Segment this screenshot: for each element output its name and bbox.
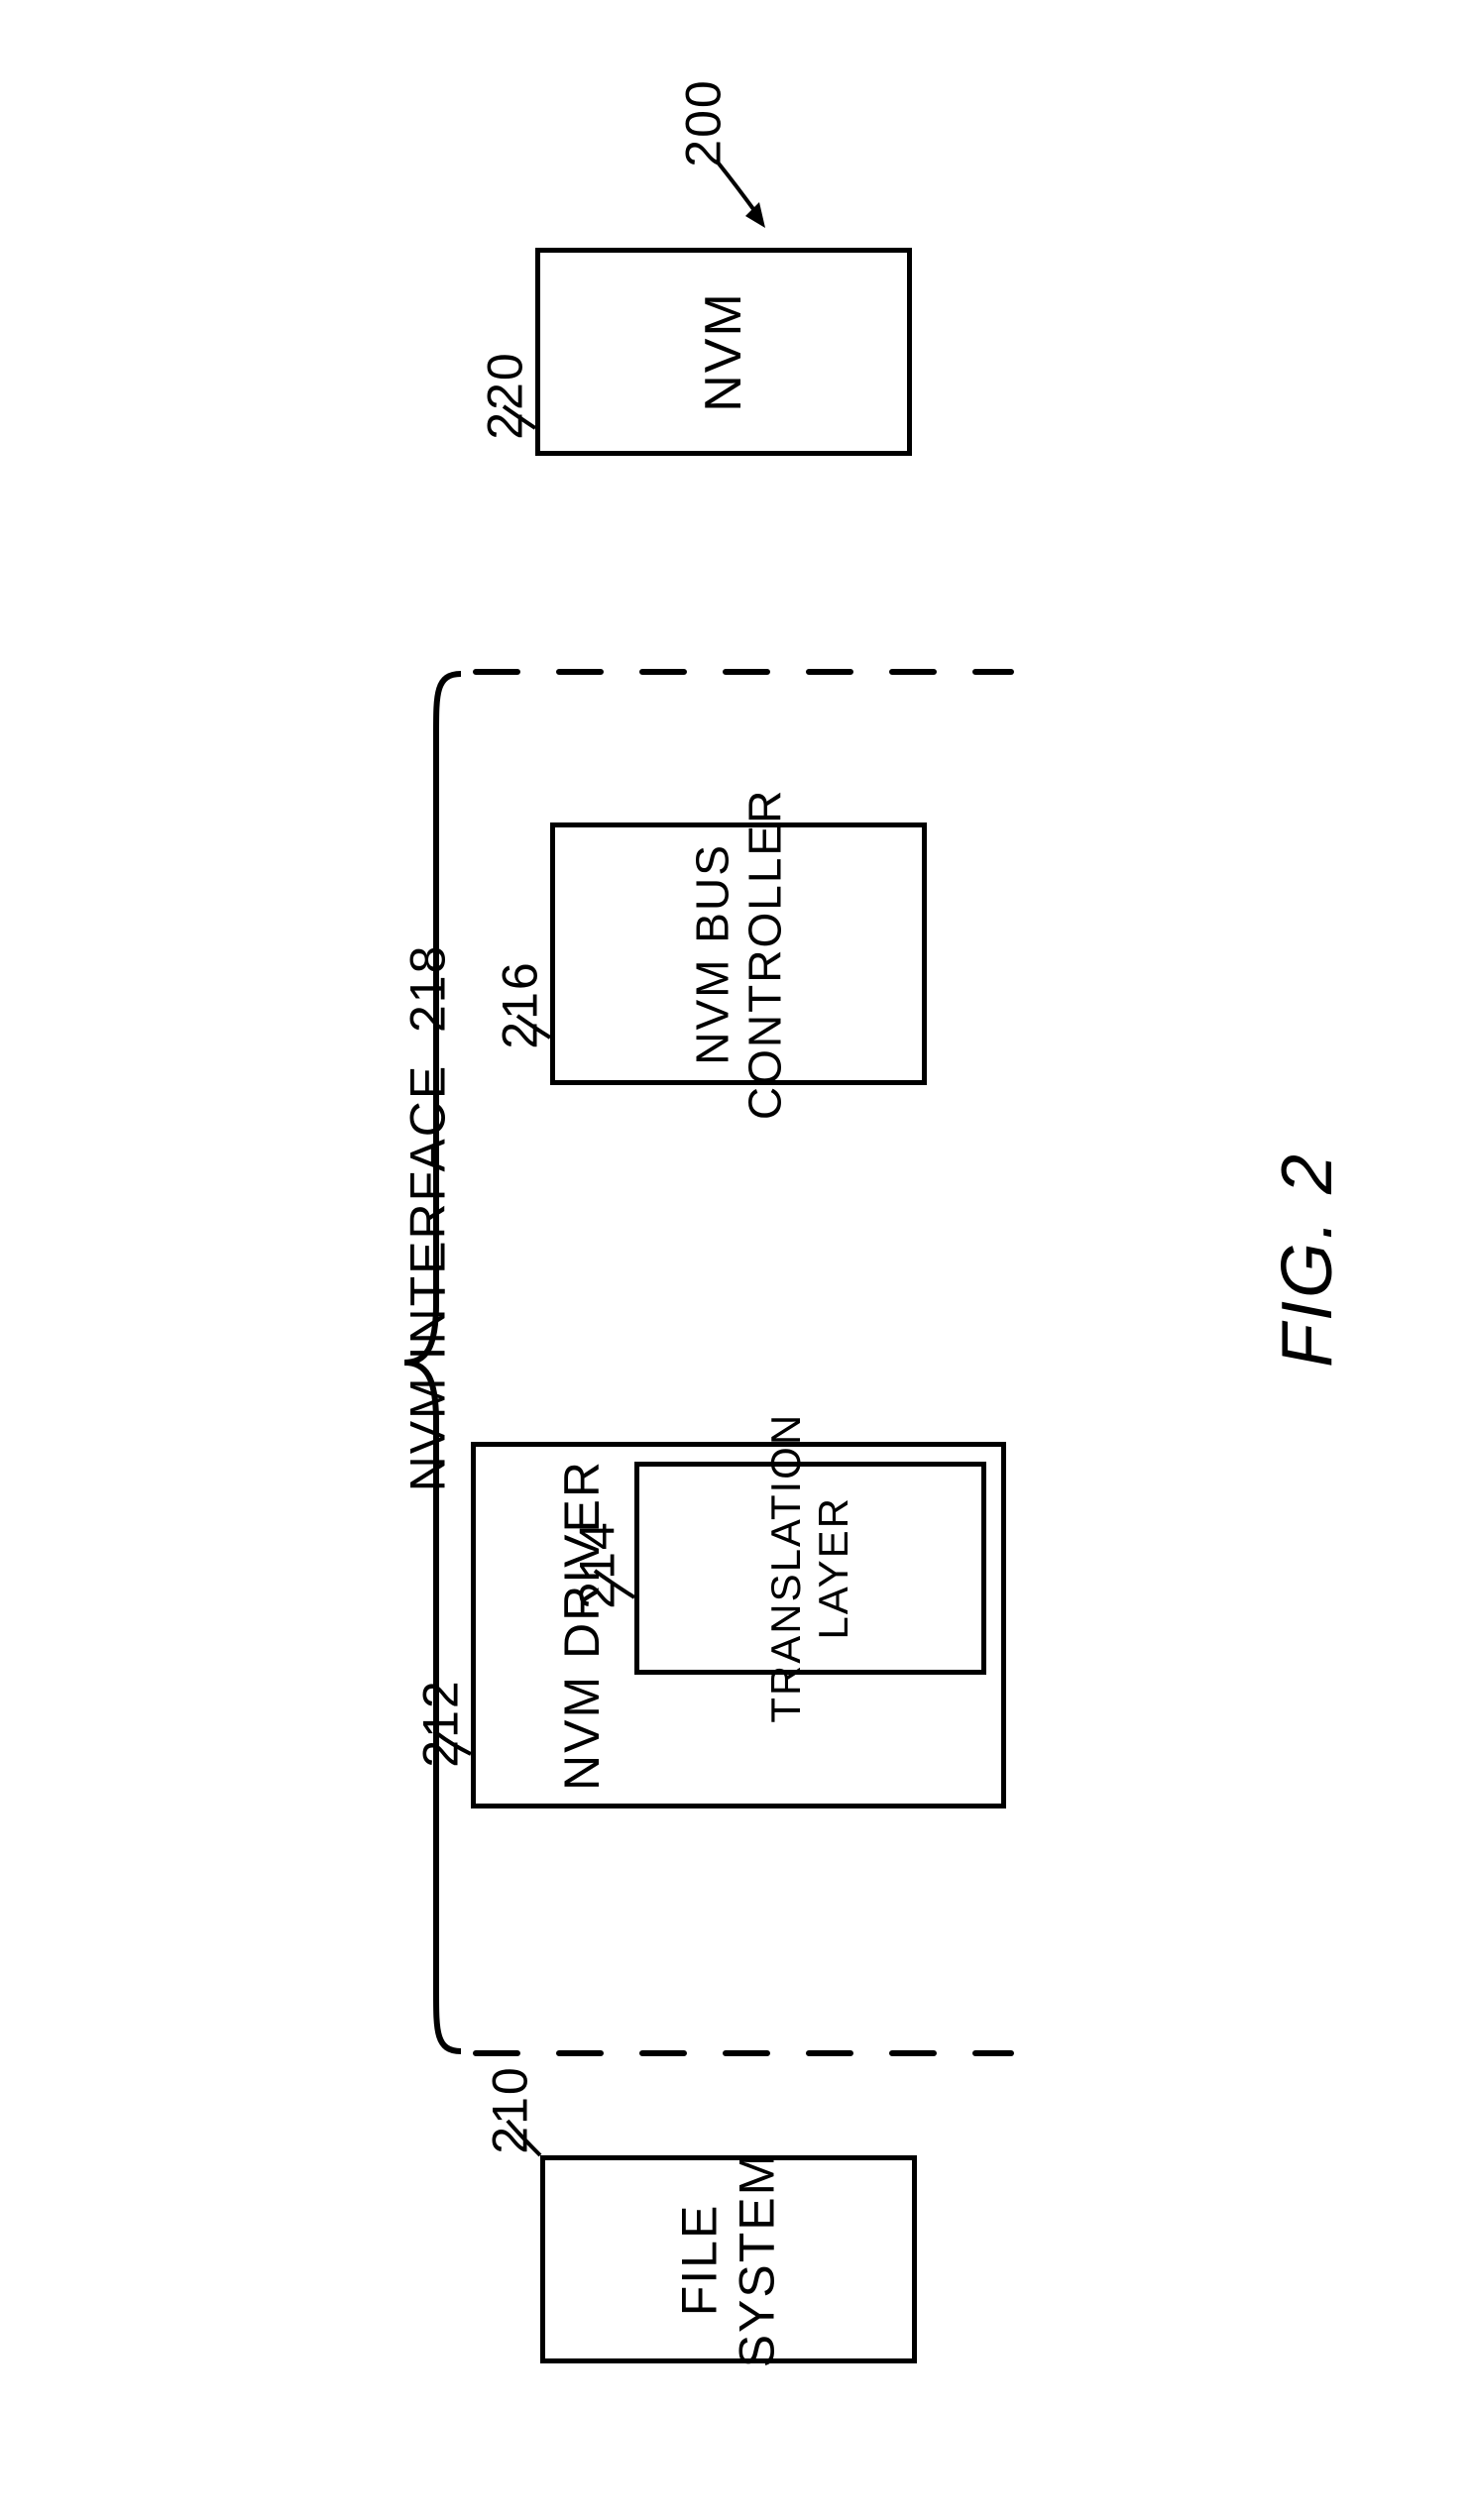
system-ref: 200	[675, 78, 733, 166]
translation-layer-line2: LAYER	[811, 1496, 857, 1640]
file-system-ref: 210	[482, 2065, 539, 2153]
system-arrow-line	[719, 164, 761, 220]
figure-label: FIG. 2	[1267, 1151, 1348, 1368]
nvm-interface-ref: 218	[399, 944, 455, 1033]
nvm-box: NVM	[535, 248, 912, 456]
nvm-bus-line2: CONTROLLER	[738, 788, 790, 1119]
nvm-bus-line1: NVM BUS	[686, 843, 737, 1065]
nvm-interface-text: NVM INTERFACE	[399, 1064, 455, 1492]
file-system-box: FILE SYSTEM	[540, 2155, 917, 2363]
nvm-driver-title: NVM DRIVER	[554, 1460, 610, 1791]
nvm-line1: NVM	[695, 291, 752, 412]
nvm-bus-controller-box: NVM BUS CONTROLLER	[550, 822, 927, 1085]
translation-layer-box: TRANSLATION LAYER	[634, 1462, 986, 1675]
system-arrow-head	[745, 202, 765, 228]
nvm-interface-label: NVM INTERFACE 218	[398, 944, 456, 1492]
file-system-line1: FILE	[672, 2203, 728, 2316]
translation-layer-ref: 214	[569, 1520, 626, 1608]
translation-layer-line1: TRANSLATION	[762, 1413, 809, 1723]
diagram-canvas: FILE SYSTEM 210 NVM DRIVER 212 TRANSLATI…	[0, 0, 1472, 2520]
nvm-ref: 220	[477, 351, 534, 439]
nvm-driver-ref: 212	[412, 1679, 470, 1767]
file-system-line2: SYSTEM	[729, 2151, 784, 2367]
nvm-bus-controller-ref: 216	[492, 960, 549, 1048]
